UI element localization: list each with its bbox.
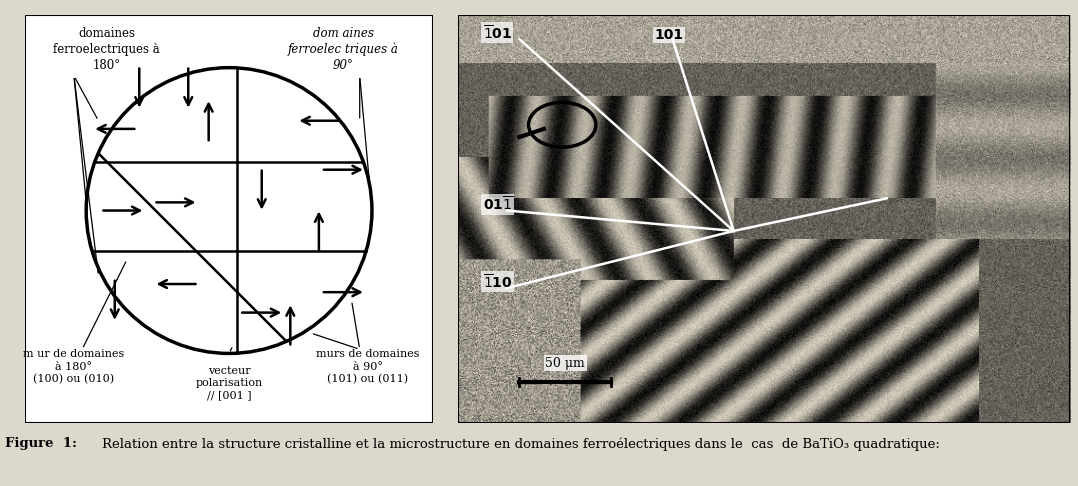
Text: 01$\overline{1}$: 01$\overline{1}$ xyxy=(483,195,513,213)
Text: domaines
ferroelectriques à
180°: domaines ferroelectriques à 180° xyxy=(53,27,160,72)
Text: $\overline{1}$01: $\overline{1}$01 xyxy=(483,24,512,42)
Text: 101: 101 xyxy=(654,28,683,42)
Text: vecteur
polarisation
// [001 ]: vecteur polarisation // [001 ] xyxy=(195,365,263,400)
Text: Figure  1:: Figure 1: xyxy=(5,437,78,451)
Text: Relation entre la structure cristalline et la microstructure en domaines ferroél: Relation entre la structure cristalline … xyxy=(102,437,940,451)
Text: m ur de domaines
à 180°
(100) ou (010): m ur de domaines à 180° (100) ou (010) xyxy=(24,349,125,384)
Circle shape xyxy=(86,68,372,353)
Text: murs de domaines
à 90°
(101) ou (011): murs de domaines à 90° (101) ou (011) xyxy=(316,349,419,384)
Text: 50 μm: 50 μm xyxy=(545,357,585,370)
Text: dom aines
ferroelec triques à
90°: dom aines ferroelec triques à 90° xyxy=(288,27,399,72)
Text: $\overline{1}$10: $\overline{1}$10 xyxy=(483,273,512,291)
